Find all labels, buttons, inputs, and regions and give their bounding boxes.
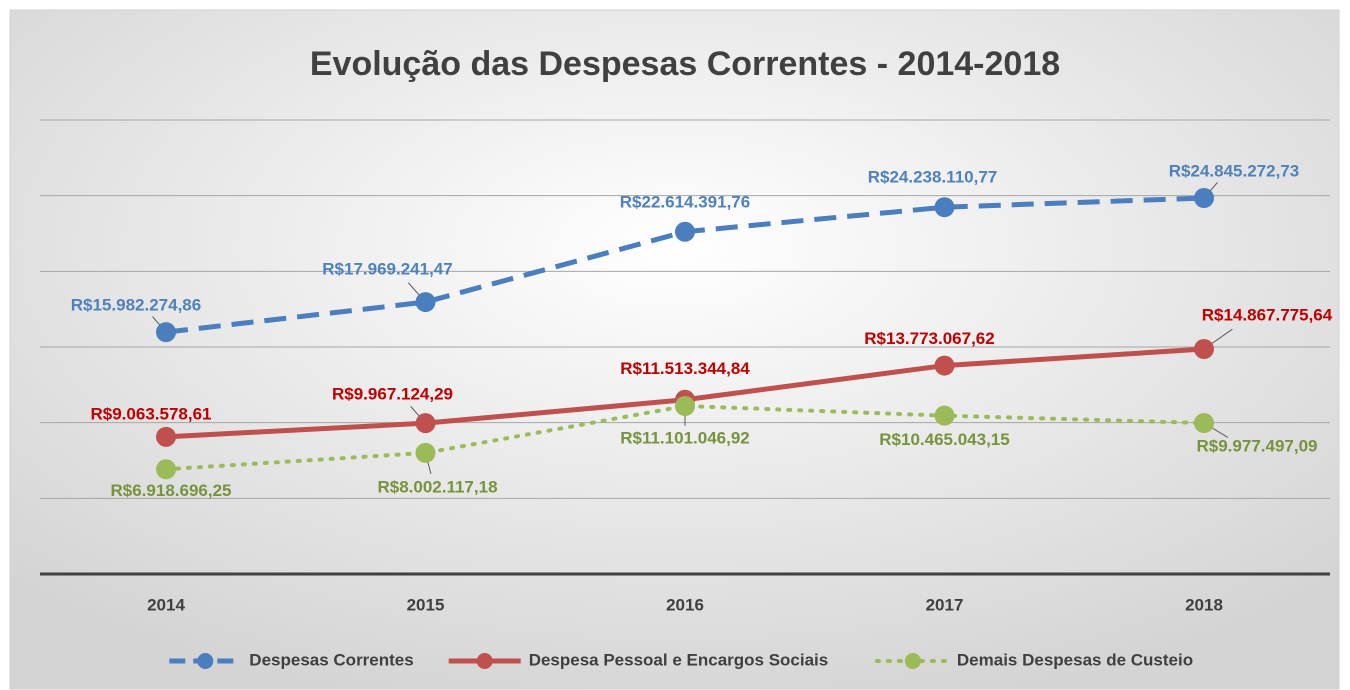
x-tick-label: 2014 [147,595,185,614]
data-label: R$9.063.578,61 [91,404,212,423]
data-label: R$6.918.696,25 [111,481,232,500]
data-label: R$17.969.241,47 [322,260,452,279]
data-label: R$10.465.043,15 [879,430,1009,449]
marker [156,459,176,480]
marker [156,322,176,343]
data-label: R$8.002.117,18 [377,477,497,496]
marker [675,396,695,417]
data-label: R$22.614.391,76 [620,192,750,211]
marker [1194,339,1214,360]
data-label: R$24.238.110,77 [868,168,998,187]
data-label: R$9.967.124,29 [332,385,453,404]
marker [415,442,436,463]
marker [675,221,695,242]
chart-background [9,9,1340,690]
legend-label: Despesa Pessoal e Encargos Sociais [529,650,829,669]
legend-label: Despesas Correntes [249,650,413,669]
marker [415,413,436,434]
data-label: R$11.513.344,84 [620,359,750,378]
x-tick-label: 2016 [666,595,704,614]
marker [415,292,436,313]
data-label: R$13.773.067,62 [864,329,994,348]
legend-marker [476,653,493,669]
legend-marker [197,653,214,669]
x-tick-label: 2017 [926,595,964,614]
marker [934,355,955,376]
data-label: R$9.977.497,09 [1197,436,1318,455]
marker [934,405,955,426]
data-label: R$14.867.775,64 [1202,305,1333,324]
x-tick-label: 2015 [407,595,445,614]
marker [1194,188,1214,209]
legend-label: Demais Despesas de Custeio [957,650,1193,669]
legend-marker [904,653,921,669]
marker [934,197,955,218]
marker [156,426,176,447]
marker [1194,413,1214,434]
x-tick-label: 2018 [1185,595,1223,614]
data-label: R$11.101.046,92 [620,428,750,447]
data-label: R$24.845.272,73 [1169,161,1299,180]
chart-title: Evolução das Despesas Correntes - 2014-2… [310,45,1060,83]
data-label: R$15.982.274,86 [71,296,201,315]
line-dotted [164,403,1206,472]
